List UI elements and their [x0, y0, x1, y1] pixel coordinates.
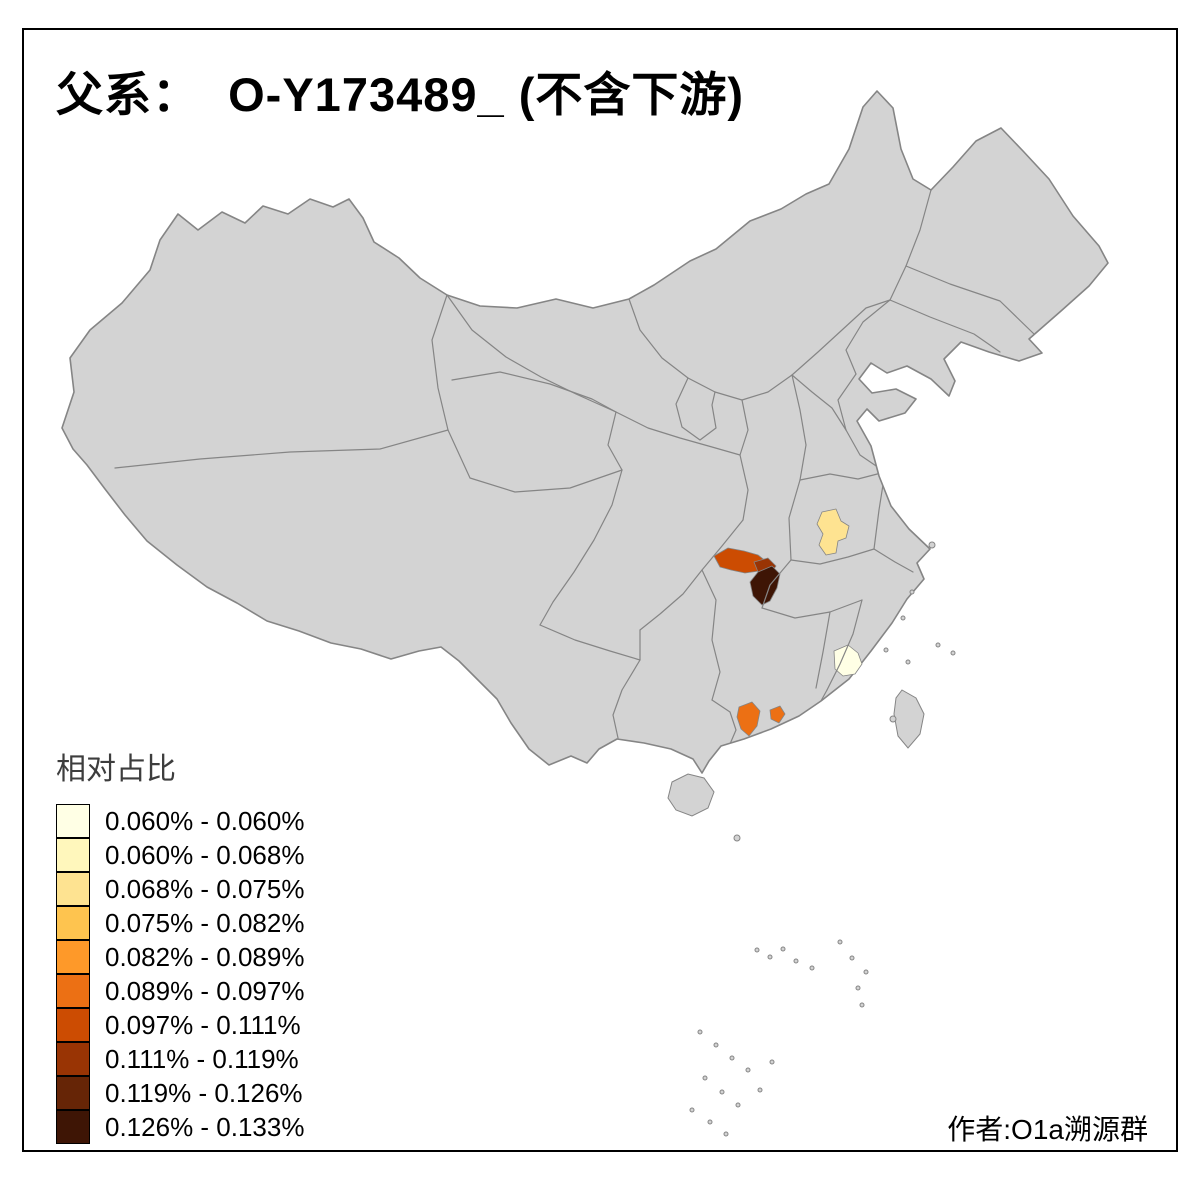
legend-swatch [56, 1110, 90, 1144]
legend-item: 0.068% - 0.075% [56, 872, 304, 906]
legend-label: 0.068% - 0.075% [105, 873, 305, 904]
legend-label: 0.111% - 0.119% [105, 1043, 299, 1074]
legend-swatch [56, 906, 90, 940]
legend-swatch [56, 1076, 90, 1110]
legend-item: 0.111% - 0.119% [56, 1042, 304, 1076]
legend-label: 0.097% - 0.111% [105, 1009, 301, 1040]
legend-item: 0.097% - 0.111% [56, 1008, 304, 1042]
legend-item: 0.126% - 0.133% [56, 1110, 304, 1144]
legend-swatch [56, 1042, 90, 1076]
taiwan-island [893, 689, 925, 749]
highlighted-regions [713, 508, 863, 737]
hainan-island [667, 773, 715, 817]
china-landmass [61, 90, 1109, 774]
islands [667, 541, 956, 1137]
legend-item: 0.082% - 0.089% [56, 940, 304, 974]
legend-label: 0.075% - 0.082% [105, 907, 305, 938]
legend-swatch [56, 974, 90, 1008]
highlight-region-basin-dark [749, 565, 781, 606]
highlight-region-central-plain [816, 508, 850, 556]
legend: 相对占比 0.060% - 0.060% 0.060% - 0.068% 0.068… [56, 744, 304, 1144]
province-borders [114, 189, 1035, 745]
legend-label: 0.082% - 0.089% [105, 941, 305, 972]
legend-label: 0.060% - 0.068% [105, 839, 305, 870]
legend-items: 0.060% - 0.060% 0.060% - 0.068% 0.068% - 0… [56, 804, 304, 1144]
legend-swatch [56, 1008, 90, 1042]
legend-label: 0.119% - 0.126% [105, 1077, 303, 1108]
legend-item: 0.075% - 0.082% [56, 906, 304, 940]
legend-item: 0.089% - 0.097% [56, 974, 304, 1008]
legend-swatch [56, 940, 90, 974]
author-credit: 作者:O1a溯源群 [947, 1114, 1148, 1145]
highlight-region-south-coast-a [736, 701, 761, 737]
legend-item: 0.060% - 0.060% [56, 804, 304, 838]
legend-label: 0.126% - 0.133% [105, 1111, 305, 1142]
figure-title: 父系： O-Y173489_ (不含下游) [56, 68, 745, 121]
legend-label: 0.089% - 0.097% [105, 975, 305, 1006]
legend-item: 0.119% - 0.126% [56, 1076, 304, 1110]
legend-title: 相对占比 [56, 753, 176, 786]
legend-swatch [56, 872, 90, 906]
legend-item: 0.060% - 0.068% [56, 838, 304, 872]
legend-swatch [56, 804, 90, 838]
legend-label: 0.060% - 0.060% [105, 805, 305, 836]
legend-swatch [56, 838, 90, 872]
highlight-region-south-coast-b [769, 705, 786, 724]
